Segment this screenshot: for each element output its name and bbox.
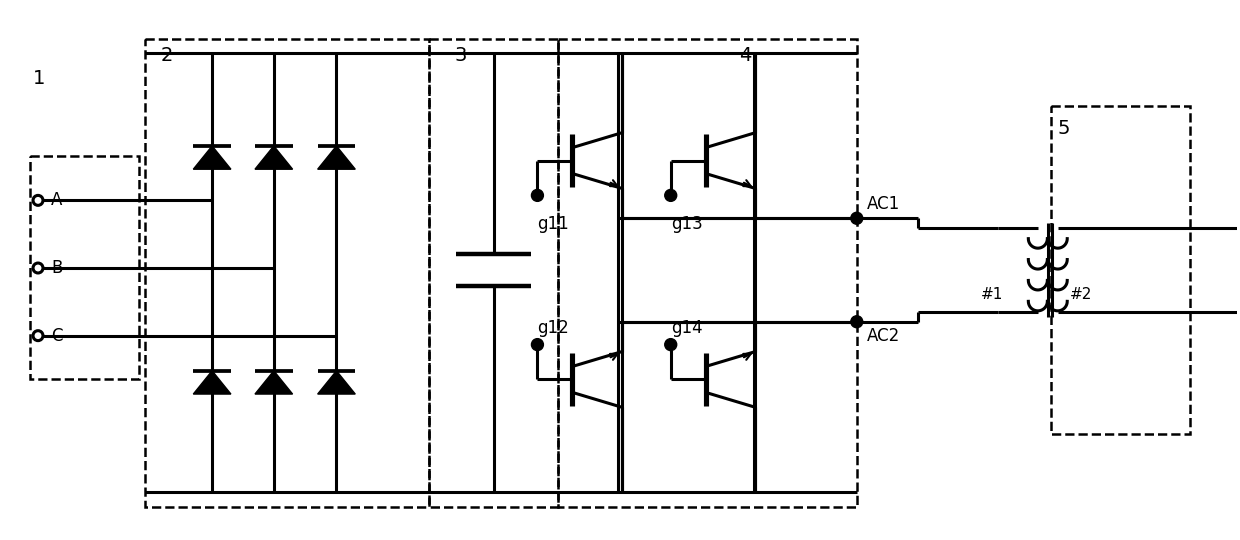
Polygon shape	[317, 146, 356, 169]
Circle shape	[532, 339, 543, 350]
Polygon shape	[255, 371, 293, 394]
Text: 5: 5	[1058, 119, 1070, 138]
Text: g13: g13	[671, 215, 703, 233]
Text: AC2: AC2	[867, 327, 900, 345]
Circle shape	[851, 212, 863, 224]
Text: A: A	[51, 191, 62, 210]
Text: g12: g12	[537, 319, 569, 336]
Text: g14: g14	[671, 319, 702, 336]
Text: g11: g11	[537, 215, 569, 233]
Text: #1: #1	[981, 287, 1003, 302]
Circle shape	[851, 316, 863, 328]
Circle shape	[532, 190, 543, 201]
Circle shape	[665, 339, 677, 350]
Polygon shape	[317, 371, 356, 394]
Polygon shape	[193, 371, 231, 394]
Polygon shape	[193, 146, 231, 169]
Text: #2: #2	[1070, 287, 1092, 302]
Text: 1: 1	[33, 69, 46, 88]
Text: 2: 2	[160, 46, 172, 65]
Text: 3: 3	[455, 46, 467, 65]
Text: C: C	[51, 327, 62, 345]
Circle shape	[665, 190, 677, 201]
Text: 4: 4	[739, 46, 751, 65]
Text: B: B	[51, 259, 62, 277]
Text: AC1: AC1	[867, 195, 900, 213]
Polygon shape	[255, 146, 293, 169]
